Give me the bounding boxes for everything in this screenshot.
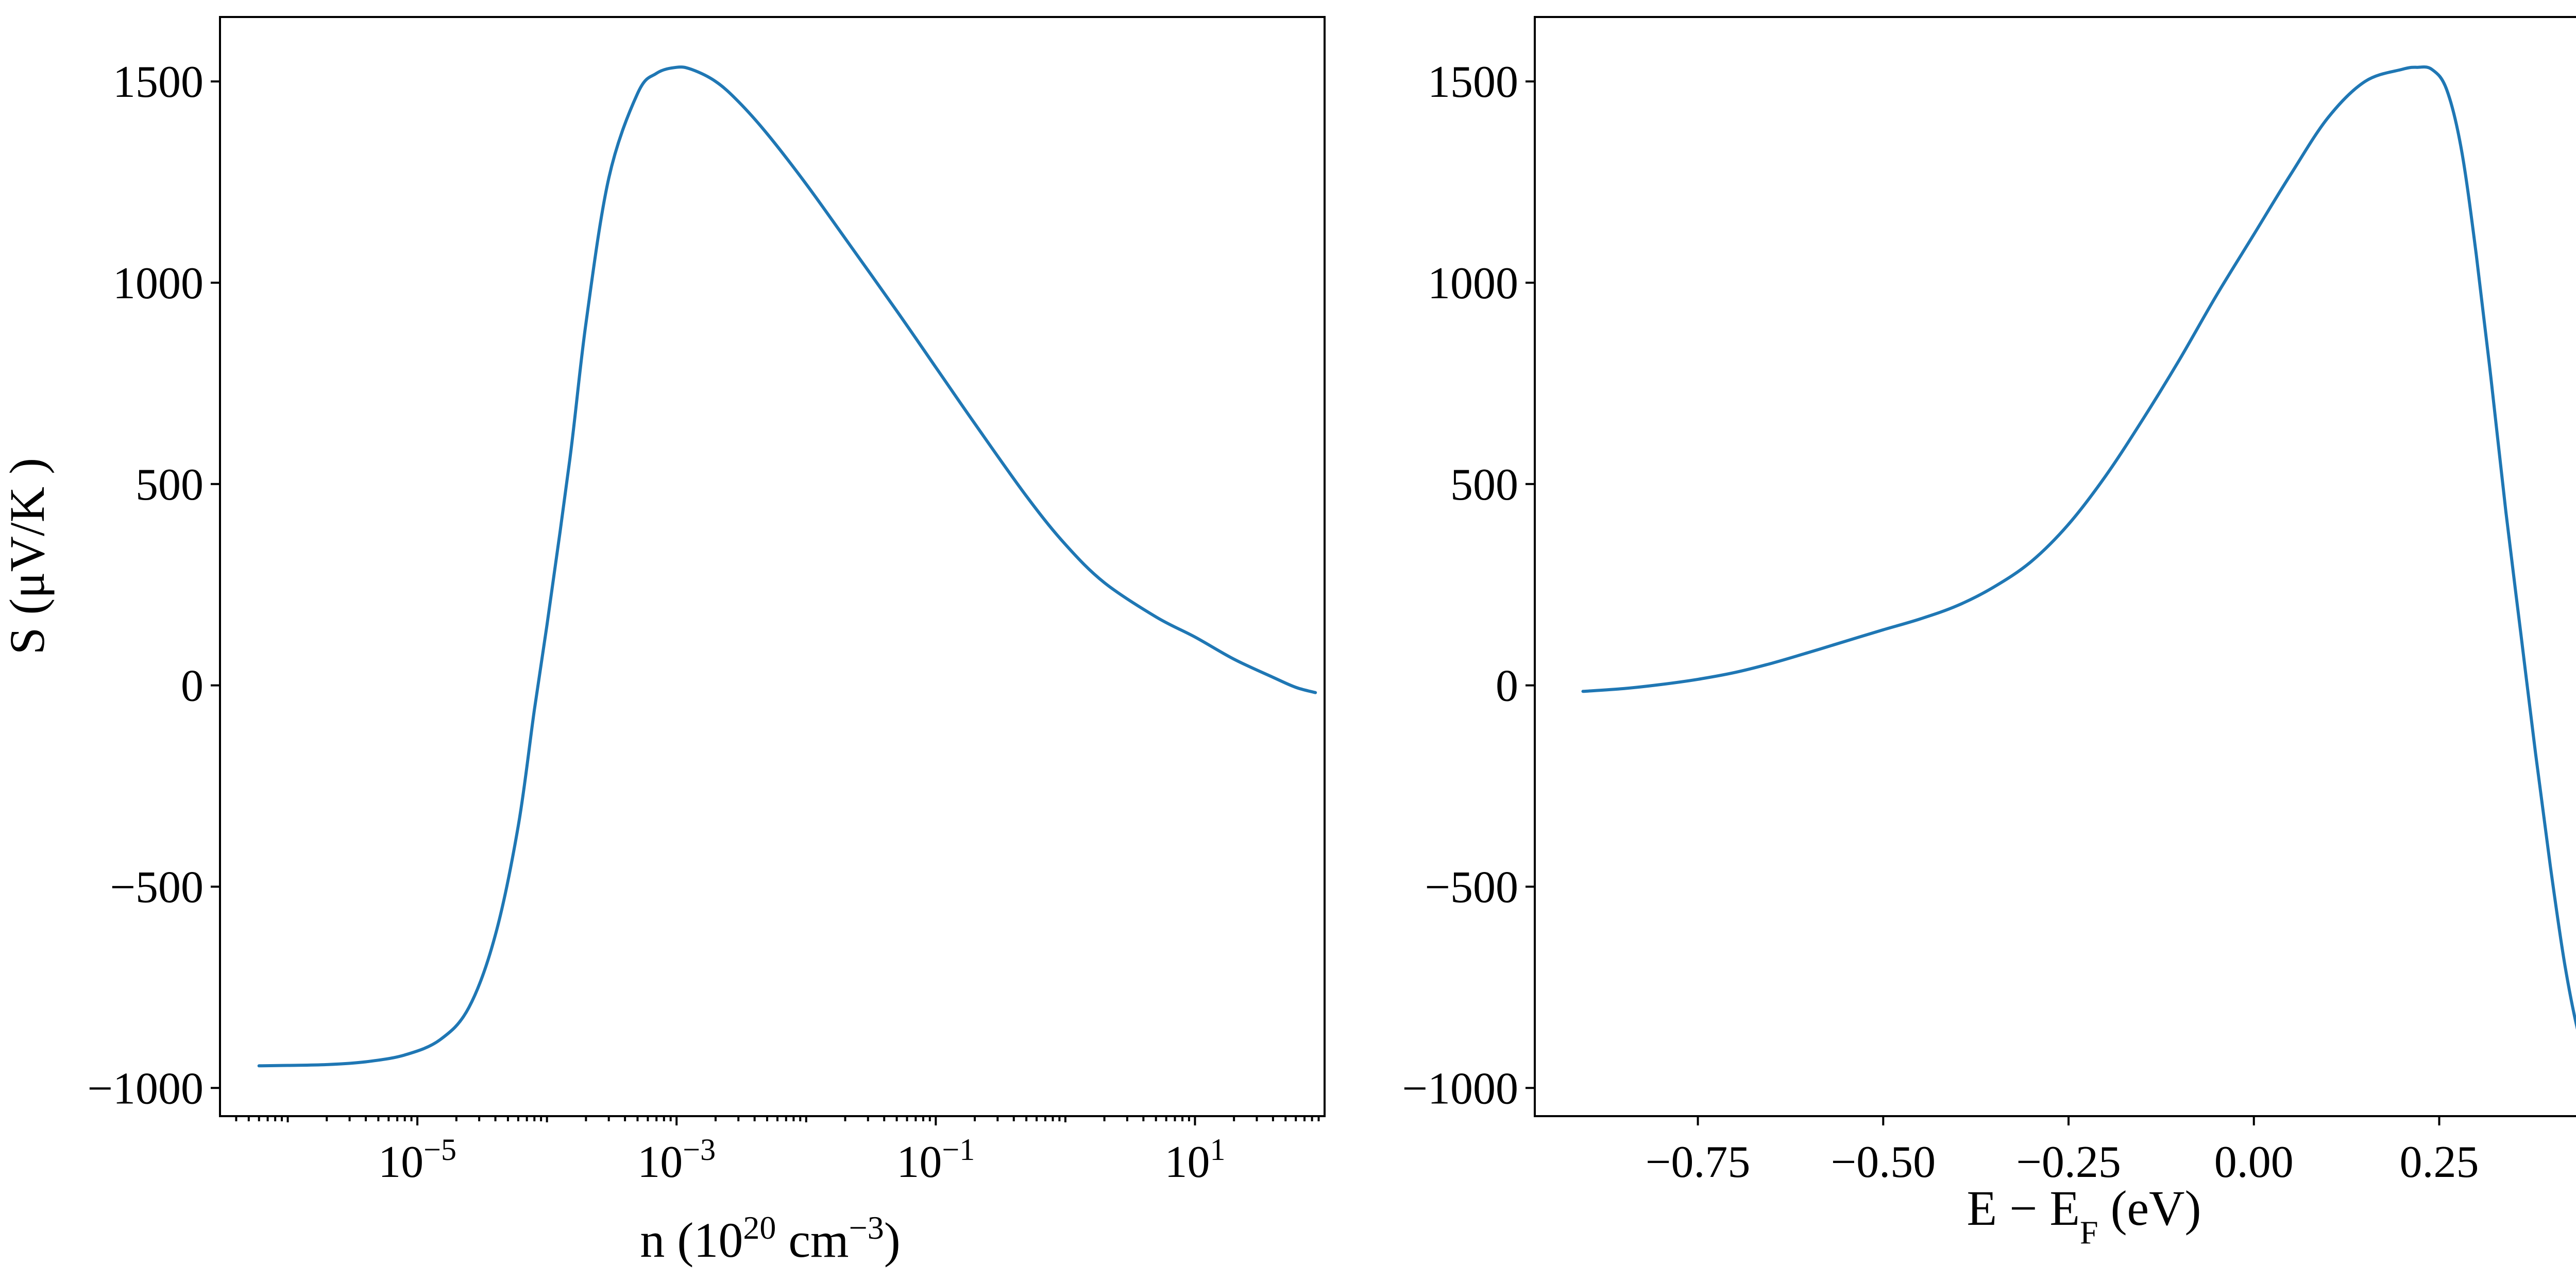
left-ytick-label: −500 [110,862,204,912]
left-plot-panel: −1000 −500 0 500 1000 1500 10−5 10−3 10−1 101 S (… [0,16,1326,1268]
left-ytick-label: 1000 [113,259,204,309]
right-xtick-label: −0.25 [2016,1137,2121,1187]
right-series-line [1581,65,2576,1030]
right-ytick-label: 0 [1496,661,1518,711]
right-xtick-label: 0.00 [2214,1137,2294,1187]
right-xtick-label: −0.75 [1646,1137,1751,1187]
left-series-group [257,65,1317,1068]
left-ytick-label: 500 [135,460,204,510]
left-xtick-label: 101 [1164,1133,1225,1187]
left-series-line [257,65,1317,1068]
left-x-axis-label: n (1020 cm−3) [640,1209,900,1268]
right-ytick-label: 500 [1450,460,1518,510]
right-ytick-label: 1000 [1428,259,1518,309]
right-xtick-label: −0.50 [1831,1137,1936,1187]
left-ytick-label: −1000 [87,1064,204,1114]
left-ticks: −1000 −500 0 500 1000 1500 10−5 10−3 10−1 101 [87,57,1320,1187]
right-xlabel-pre: E − E [1967,1181,2080,1236]
right-xlabel-sub: F [2080,1214,2098,1251]
left-xtick-label: 10−5 [378,1133,456,1187]
right-series-group [1581,65,2576,1030]
left-ytick-label: 0 [181,661,204,711]
left-xlabel-sup1: 20 [743,1209,776,1246]
left-axes-frame [219,16,1326,1117]
right-x-axis-label: E − EF (eV) [1967,1181,2201,1251]
right-ticks: −1000 −500 0 500 1000 1500 −0.75 −0.50 −0.25 0.00… [1402,57,2479,1187]
left-y-axis-label: S (μV/K ) [0,458,55,655]
right-xtick-label: 0.25 [2399,1137,2479,1187]
left-xlabel-sup2: −3 [849,1209,884,1246]
left-xlabel-post: ) [884,1212,901,1268]
right-axes-frame [1534,16,2576,1117]
right-ytick-label: 1500 [1428,57,1518,107]
left-xtick-label: 10−1 [896,1133,975,1187]
left-xlabel-pre: n (10 [640,1212,743,1268]
right-plot-panel: −1000 −500 0 500 1000 1500 −0.75 −0.50 −0.25 0.00… [1402,16,2576,1251]
left-ytick-label: 1500 [113,57,204,107]
right-ytick-label: −1000 [1402,1064,1518,1114]
left-xtick-label: 10−3 [637,1133,716,1187]
right-xlabel-post: (eV) [2098,1181,2201,1236]
right-ytick-label: −500 [1425,862,1518,912]
left-xlabel-mid: cm [776,1212,849,1268]
